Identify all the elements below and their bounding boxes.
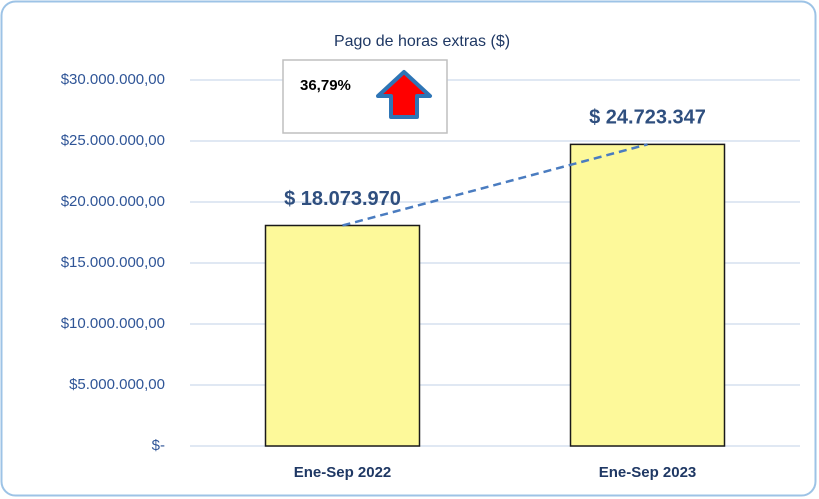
value-label: $ 18.073.970 (284, 188, 401, 210)
x-tick-label: Ene-Sep 2023 (599, 464, 697, 481)
chart-title: Pago de horas extras ($) (334, 33, 510, 50)
y-tick-label: $10.000.000,00 (61, 315, 165, 332)
bar (569, 143, 726, 447)
y-tick-label: $- (152, 437, 165, 454)
y-tick-label: $30.000.000,00 (61, 71, 165, 88)
y-tick-label: $25.000.000,00 (61, 132, 165, 149)
y-tick-label: $15.000.000,00 (61, 254, 165, 271)
x-tick-label: Ene-Sep 2022 (294, 464, 392, 481)
value-label: $ 24.723.347 (589, 107, 706, 129)
bar (264, 224, 421, 447)
up-arrow (376, 70, 432, 119)
trend-line (342, 143, 648, 227)
marks: Ene-Sep 2022 $ 18.073.970 Ene-Sep 2023 $ 24… (264, 107, 726, 481)
annotation: 36,79% (300, 77, 351, 94)
y-tick-label: $5.000.000,00 (69, 376, 165, 393)
y-tick-label: $20.000.000,00 (61, 193, 165, 210)
